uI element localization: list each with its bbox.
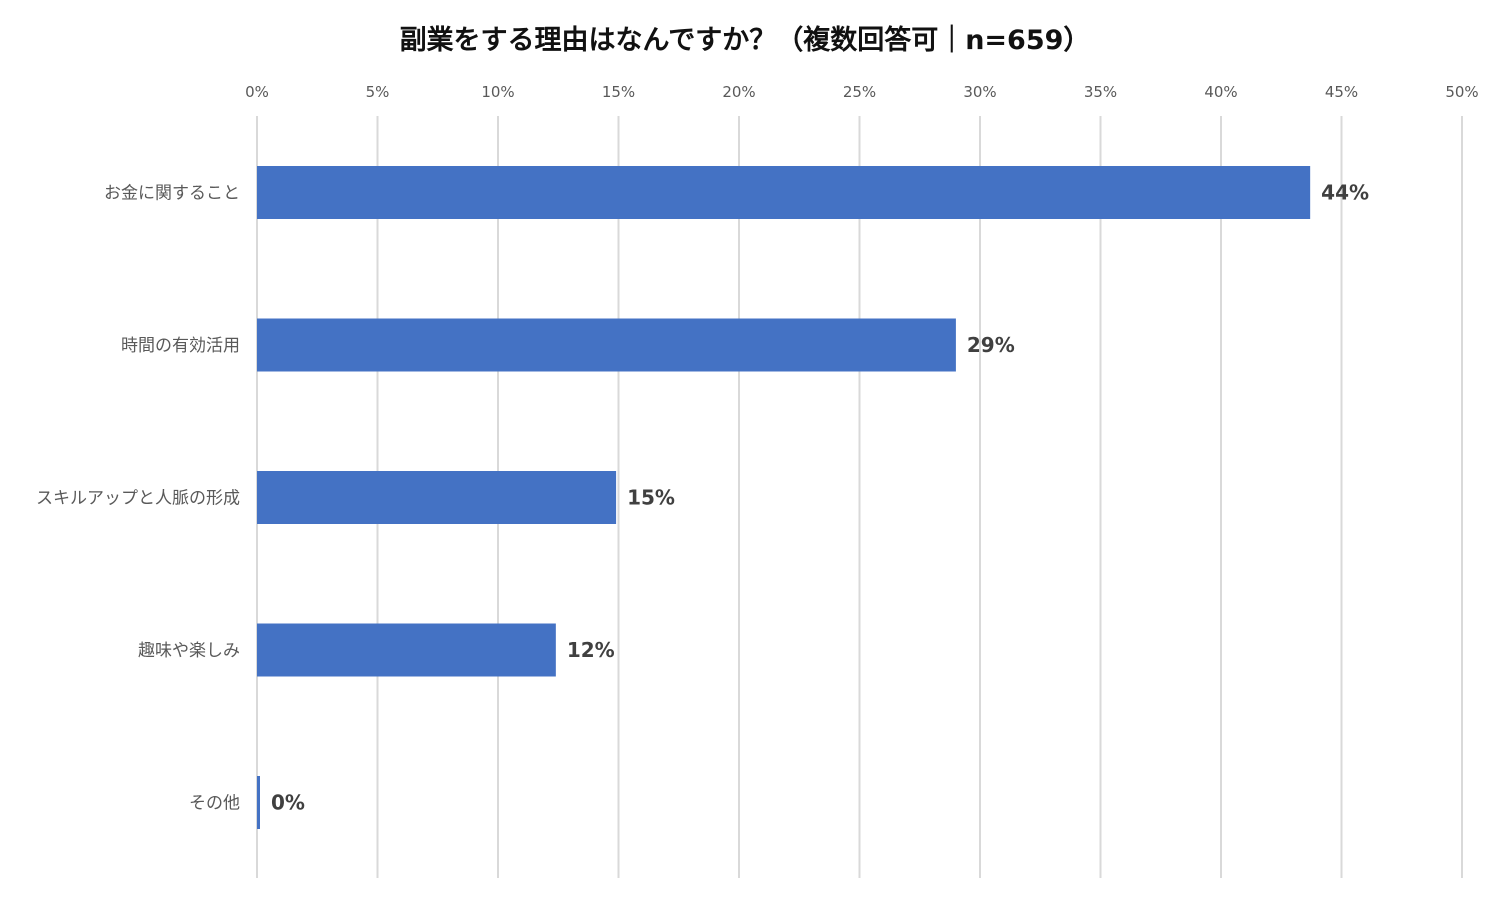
data-labels: 44% 29% 15% 12% 0% bbox=[271, 181, 1369, 815]
x-tick-label: 25% bbox=[843, 83, 876, 101]
data-label: 12% bbox=[567, 638, 615, 662]
gridlines bbox=[256, 116, 1463, 878]
x-axis-ticks: 0% 5% 10% 15% 20% 25% 30% 35% 40% 45% 50% bbox=[245, 83, 1479, 101]
x-tick-label: 20% bbox=[722, 83, 755, 101]
data-label: 44% bbox=[1321, 181, 1369, 205]
category-label: その他 bbox=[189, 794, 240, 814]
x-tick-label: 15% bbox=[602, 83, 635, 101]
category-label: スキルアップと人脈の形成 bbox=[36, 489, 240, 509]
data-label: 29% bbox=[967, 333, 1015, 357]
x-tick-label: 40% bbox=[1204, 83, 1237, 101]
category-label: 時間の有効活用 bbox=[121, 336, 240, 356]
bar bbox=[257, 318, 956, 372]
x-tick-label: 5% bbox=[366, 83, 390, 101]
bars bbox=[257, 166, 1311, 829]
data-label: 15% bbox=[627, 486, 675, 510]
x-tick-label: 30% bbox=[963, 83, 996, 101]
x-tick-label: 45% bbox=[1325, 83, 1358, 101]
x-tick-label: 10% bbox=[481, 83, 514, 101]
chart-title: 副業をする理由はなんですか？（複数回答可｜n=659） bbox=[400, 24, 1091, 56]
bar bbox=[257, 776, 260, 829]
bar bbox=[257, 471, 617, 524]
bar bbox=[257, 166, 1311, 219]
x-tick-label: 50% bbox=[1445, 83, 1478, 101]
category-label: 趣味や楽しみ bbox=[138, 641, 240, 661]
category-label: お金に関すること bbox=[104, 184, 240, 204]
bar bbox=[257, 623, 556, 677]
data-label: 0% bbox=[271, 791, 305, 815]
x-tick-label: 0% bbox=[245, 83, 269, 101]
x-tick-label: 35% bbox=[1084, 83, 1117, 101]
